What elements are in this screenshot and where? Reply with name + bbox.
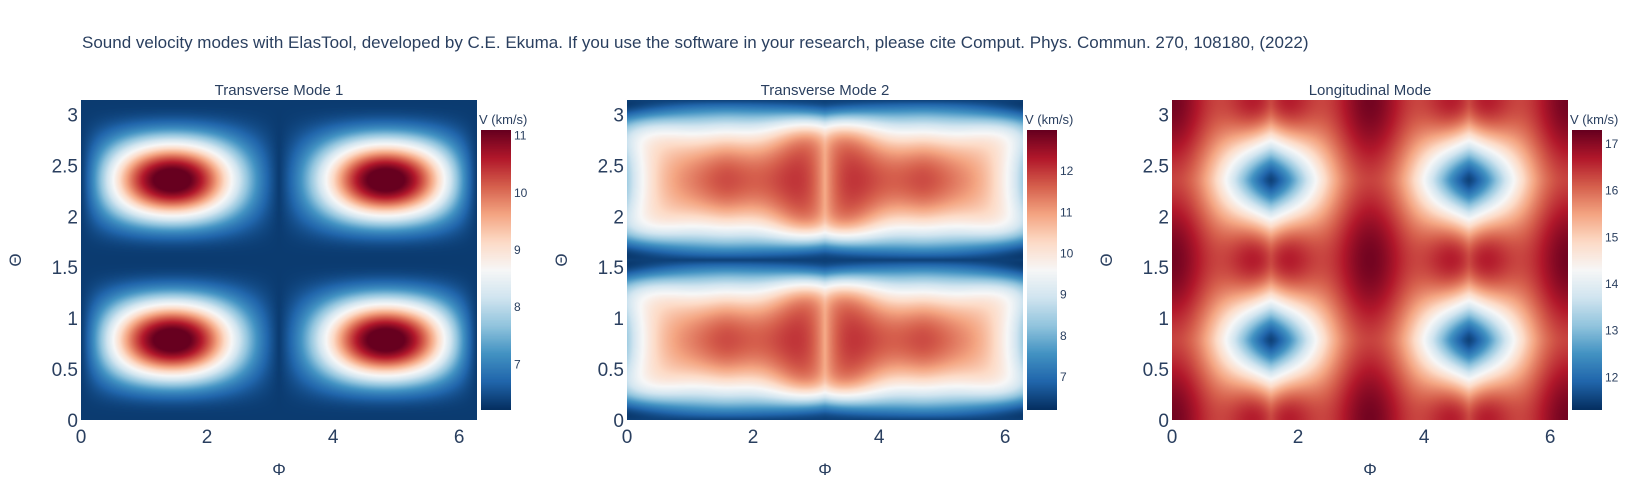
y-tick-label: 2.5 [52,156,78,177]
heatmap-surface [81,100,477,420]
figure-title: Sound velocity modes with ElasTool, deve… [82,33,1309,52]
x-tick-label: 0 [1167,427,1178,448]
x-tick-label: 4 [874,427,885,448]
colorbar-tick-label: 7 [1060,370,1067,384]
colorbar-tick-label: 11 [1060,205,1073,219]
x-tick-label: 0 [622,427,633,448]
x-tick-label: 2 [1293,427,1304,448]
y-tick-label: 1.5 [52,258,78,279]
x-tick-label: 6 [1545,427,1556,448]
y-tick-label: 3 [1158,105,1169,126]
y-tick-label: 0.5 [52,360,78,381]
y-tick-label: 0 [67,411,78,432]
y-axis-label: Θ [552,253,571,266]
y-tick-label: 1 [613,309,624,330]
y-tick-label: 1.5 [598,258,624,279]
colorbar-title: V (km/s) [1025,112,1073,127]
colorbar-title: V (km/s) [1570,112,1618,127]
x-tick-label: 2 [202,427,213,448]
colorbar-tick-label: 12 [1060,164,1074,178]
y-axis-label: Θ [6,253,25,266]
x-axis-label: Φ [818,460,832,479]
colorbar-tick-label: 8 [514,300,521,314]
colorbar-tick-label: 7 [514,357,521,371]
x-axis-label: Φ [1363,460,1377,479]
colorbar-tick-label: 11 [514,129,527,143]
y-tick-label: 1 [67,309,78,330]
y-tick-label: 1 [1158,309,1169,330]
colorbar-gradient [1027,130,1057,410]
colorbar-tick-label: 9 [1060,288,1067,302]
colorbar-gradient [481,130,511,410]
y-tick-label: 2 [1158,207,1169,228]
colorbar-tick-label: 8 [1060,329,1067,343]
colorbar-tick-label: 10 [514,186,528,200]
x-tick-label: 6 [454,427,465,448]
y-tick-label: 2.5 [1143,156,1169,177]
colorbar-tick-label: 9 [514,243,521,257]
colorbar-tick-label: 14 [1605,277,1619,291]
heatmap-surface [627,100,1023,420]
x-tick-label: 4 [1419,427,1430,448]
y-tick-label: 2 [67,207,78,228]
colorbar-tick-label: 10 [1060,247,1074,261]
y-tick-label: 0.5 [1143,360,1169,381]
y-tick-label: 1.5 [1143,258,1169,279]
subplot-title: Longitudinal Mode [1309,82,1432,99]
subplot-title: Transverse Mode 2 [761,82,890,99]
y-tick-label: 0 [613,411,624,432]
y-tick-label: 0.5 [598,360,624,381]
y-tick-label: 0 [1158,411,1169,432]
y-axis-label: Θ [1097,253,1116,266]
subplot-title: Transverse Mode 1 [215,82,344,99]
x-tick-label: 0 [76,427,87,448]
colorbar-tick-label: 17 [1605,137,1619,151]
x-tick-label: 4 [328,427,339,448]
x-axis-label: Φ [272,460,286,479]
x-tick-label: 2 [748,427,759,448]
colorbar-tick-label: 12 [1605,370,1619,384]
y-tick-label: 3 [613,105,624,126]
colorbar-tick-label: 13 [1605,324,1619,338]
heatmap-surface [1172,100,1568,420]
colorbar-title: V (km/s) [479,112,527,127]
y-tick-label: 2 [613,207,624,228]
colorbar-tick-label: 15 [1605,230,1619,244]
colorbar-tick-label: 16 [1605,184,1619,198]
y-tick-label: 3 [67,105,78,126]
x-tick-label: 6 [1000,427,1011,448]
y-tick-label: 2.5 [598,156,624,177]
colorbar-gradient [1572,130,1602,410]
